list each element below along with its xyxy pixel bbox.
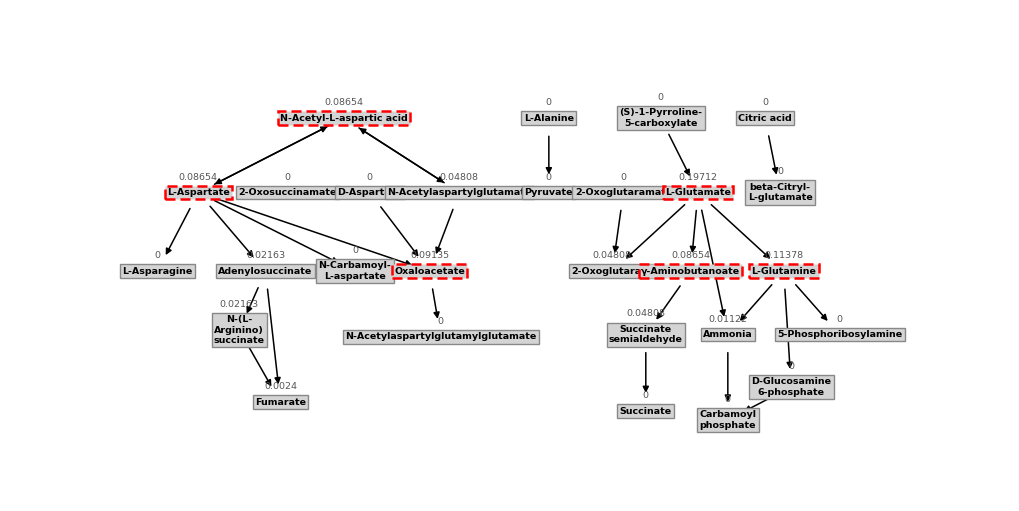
- Text: D-Glucosamine
6-phosphate: D-Glucosamine 6-phosphate: [750, 377, 830, 397]
- Text: 0: 0: [836, 315, 842, 323]
- Text: 0: 0: [776, 167, 783, 176]
- Text: 0: 0: [367, 173, 373, 181]
- Text: 2-Oxoglutaramate: 2-Oxoglutaramate: [575, 188, 672, 197]
- Text: Fumarate: Fumarate: [255, 398, 306, 407]
- Text: 0: 0: [545, 98, 551, 107]
- Text: 0.19712: 0.19712: [678, 173, 716, 181]
- Text: 0.08654: 0.08654: [324, 98, 363, 107]
- Text: Succinate
semialdehyde: Succinate semialdehyde: [608, 325, 682, 344]
- Text: Oxaloacetate: Oxaloacetate: [393, 267, 465, 275]
- Text: 0.08654: 0.08654: [671, 251, 709, 260]
- Text: 0: 0: [788, 362, 794, 371]
- Text: 0.04808: 0.04808: [439, 173, 478, 181]
- Text: 0.04808: 0.04808: [592, 251, 631, 260]
- Text: L-Alanine: L-Alanine: [524, 113, 574, 123]
- Text: 2-Oxoglutarate: 2-Oxoglutarate: [571, 267, 652, 275]
- Text: 0: 0: [437, 317, 443, 326]
- Text: Citric acid: Citric acid: [738, 113, 791, 123]
- Text: 0.04808: 0.04808: [626, 309, 664, 318]
- Text: 5-Phosphoribosylamine: 5-Phosphoribosylamine: [776, 330, 902, 339]
- Text: 0: 0: [657, 93, 663, 102]
- Text: γ-Aminobutanoate: γ-Aminobutanoate: [640, 267, 740, 275]
- Text: D-Aspartate: D-Aspartate: [337, 188, 401, 197]
- Text: 0.0024: 0.0024: [264, 382, 297, 391]
- Text: Succinate: Succinate: [620, 407, 672, 415]
- Text: 0: 0: [284, 173, 290, 181]
- Text: 2-Oxosuccinamate: 2-Oxosuccinamate: [238, 188, 336, 197]
- Text: 0.02163: 0.02163: [246, 251, 284, 260]
- Text: 0: 0: [154, 251, 160, 260]
- Text: Ammonia: Ammonia: [702, 330, 752, 339]
- Text: 0: 0: [761, 98, 767, 107]
- Text: 0: 0: [642, 391, 648, 400]
- Text: 0.02163: 0.02163: [219, 300, 259, 309]
- Text: 0: 0: [725, 394, 731, 404]
- Text: L-Aspartate: L-Aspartate: [167, 188, 229, 197]
- Text: Adenylosuccinate: Adenylosuccinate: [218, 267, 312, 275]
- Text: 0.09135: 0.09135: [410, 251, 448, 260]
- Text: L-Asparagine: L-Asparagine: [122, 267, 193, 275]
- Text: 0: 0: [352, 246, 358, 255]
- Text: 0.08654: 0.08654: [178, 173, 218, 181]
- Text: L-Glutamate: L-Glutamate: [664, 188, 731, 197]
- Text: (S)-1-Pyrroline-
5-carboxylate: (S)-1-Pyrroline- 5-carboxylate: [619, 108, 701, 128]
- Text: Pyruvate: Pyruvate: [524, 188, 573, 197]
- Text: 0: 0: [620, 173, 626, 181]
- Text: Carbamoyl
phosphate: Carbamoyl phosphate: [699, 410, 756, 430]
- Text: L-Glutamine: L-Glutamine: [751, 267, 815, 275]
- Text: 0: 0: [545, 173, 551, 181]
- Text: N-(L-
Arginino)
succinate: N-(L- Arginino) succinate: [214, 315, 265, 345]
- Text: N-Acetyl-L-aspartic acid: N-Acetyl-L-aspartic acid: [279, 113, 408, 123]
- Text: beta-Citryl-
L-glutamate: beta-Citryl- L-glutamate: [747, 183, 811, 202]
- Text: N-Acetylaspartylglutamate: N-Acetylaspartylglutamate: [387, 188, 531, 197]
- Text: N-Carbamoyl-
L-aspartate: N-Carbamoyl- L-aspartate: [318, 262, 391, 281]
- Text: 0.01122: 0.01122: [707, 315, 747, 323]
- Text: 0.11378: 0.11378: [763, 251, 803, 260]
- Text: N-Acetylaspartylglutamylglutamate: N-Acetylaspartylglutamylglutamate: [344, 332, 536, 341]
